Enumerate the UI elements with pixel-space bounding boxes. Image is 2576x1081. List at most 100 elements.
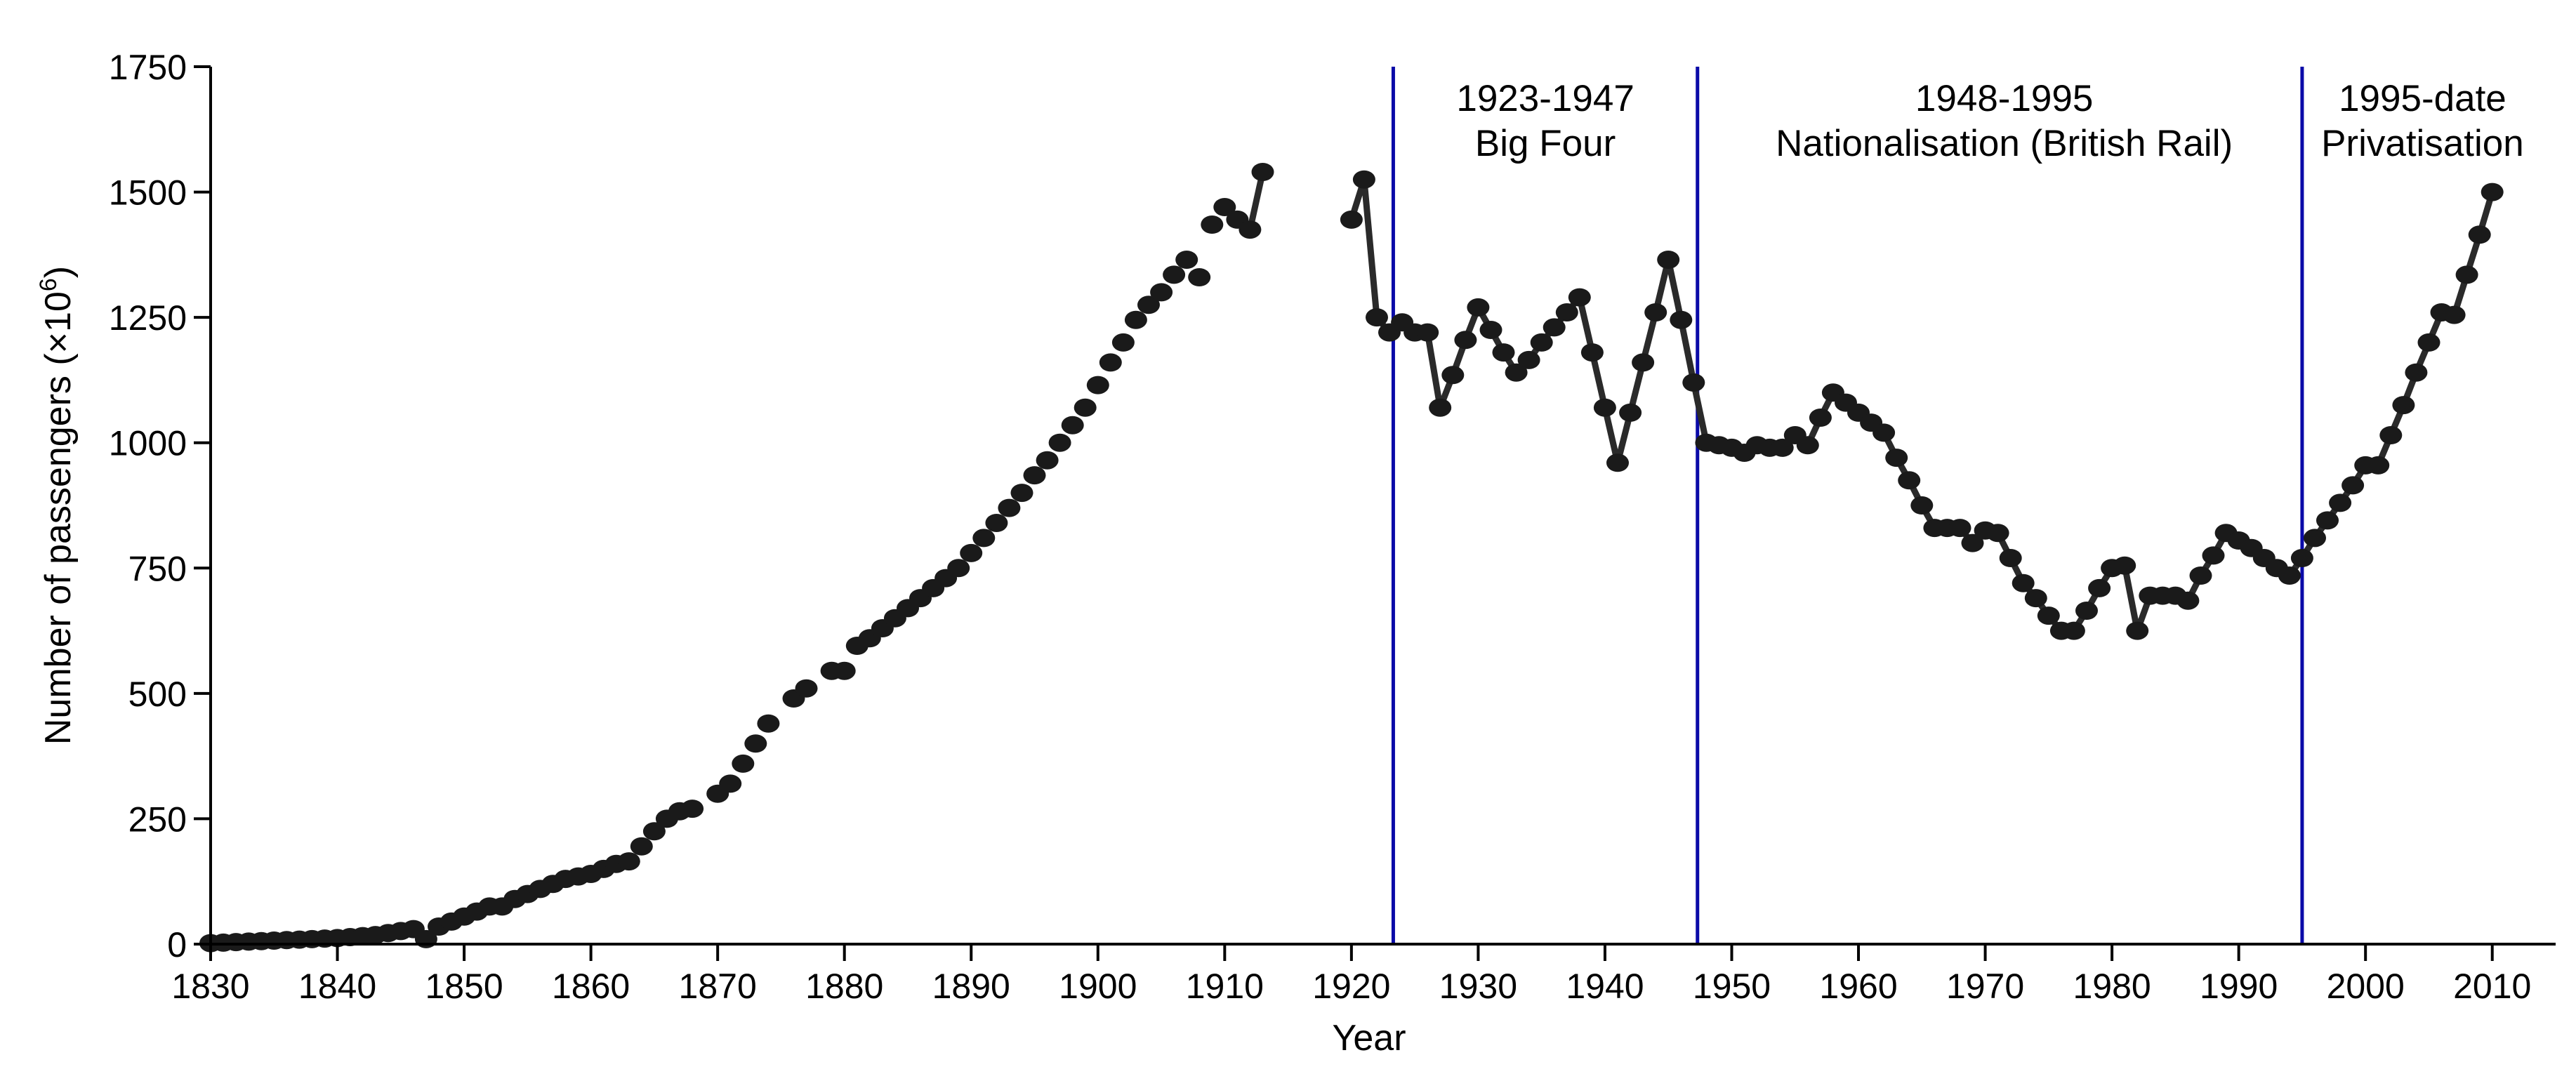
data-point-1906	[1163, 265, 1186, 284]
x-tick-label-1930: 1930	[1439, 967, 1517, 1006]
data-point-2001	[2367, 456, 2390, 475]
era-label-name-2: Privatisation	[2321, 123, 2524, 164]
data-point-2010	[2481, 183, 2504, 201]
y-ticks: 0 250 500 750 1000 1250 1500 1750	[109, 48, 211, 964]
data-point-1965	[1910, 496, 1934, 515]
data-point-1996	[2304, 529, 2326, 548]
data-point-2002	[2379, 426, 2403, 444]
x-tick-label-1830: 1830	[171, 967, 249, 1006]
data-point-1973	[2012, 573, 2035, 592]
data-point-1986	[2177, 591, 2200, 610]
data-point-1907	[1175, 251, 1198, 269]
y-tick-label-1500: 1500	[109, 173, 187, 213]
x-tick-label-1850: 1850	[425, 967, 503, 1006]
x-tick-label-1970: 1970	[1946, 967, 2024, 1006]
data-point-1928	[1441, 366, 1465, 385]
era-lines	[1391, 67, 2304, 944]
data-point-1864	[630, 837, 653, 856]
data-point-1920	[1340, 210, 1363, 229]
data-point-1938	[1568, 288, 1591, 307]
x-tick-label-1990: 1990	[2200, 967, 2278, 1006]
y-tick-label-1750: 1750	[109, 48, 187, 87]
data-point-1894	[1010, 484, 1033, 503]
data-point-1929	[1454, 331, 1477, 350]
data-point-1937	[1555, 303, 1578, 321]
data-point-1943	[1632, 353, 1655, 372]
data-point-1902	[1111, 333, 1135, 352]
data-point-1900	[1086, 376, 1109, 394]
x-tick-label-1890: 1890	[932, 967, 1010, 1006]
x-tick-label-1960: 1960	[1819, 967, 1897, 1006]
data-point-1904	[1137, 296, 1160, 314]
data-point-1972	[1999, 549, 2022, 567]
data-point-1930	[1467, 298, 1490, 317]
data-point-1997	[2316, 511, 2339, 530]
y-tick-label-250: 250	[128, 800, 187, 839]
data-point-1890	[960, 543, 983, 562]
data-point-1898	[1061, 416, 1084, 435]
y-axis-title-superscript: 6	[35, 278, 62, 291]
data-point-1932	[1492, 343, 1515, 362]
x-axis-title: Year	[1332, 1018, 1406, 1059]
data-point-1978	[2075, 602, 2098, 620]
data-point-2003	[2392, 396, 2415, 415]
data-point-2009	[2468, 225, 2491, 244]
era-label-years-0: 1923-1947	[1456, 78, 1634, 119]
data-point-1999	[2341, 476, 2365, 495]
data-point-1946	[1670, 310, 1693, 329]
data-point-1964	[1898, 471, 1921, 490]
data-point-1927	[1429, 398, 1452, 417]
era-label-years-1: 1948-1995	[1915, 78, 2093, 119]
data-point-1987	[2189, 566, 2212, 585]
data-point-1922	[1366, 308, 1388, 327]
data-point-1945	[1657, 251, 1680, 269]
data-point-1979	[2088, 578, 2111, 597]
data-point-1935	[1530, 333, 1553, 352]
data-point-1893	[998, 498, 1021, 517]
x-tick-label-1880: 1880	[805, 967, 883, 1006]
data-point-1971	[1986, 524, 2009, 543]
data-point-1975	[2037, 606, 2060, 625]
data-point-1908	[1188, 268, 1211, 286]
x-tick-label-2000: 2000	[2327, 967, 2405, 1006]
data-point-1891	[972, 529, 996, 548]
y-tick-label-1000: 1000	[109, 424, 187, 463]
data-point-2007	[2443, 305, 2466, 324]
data-point-2005	[2417, 333, 2440, 352]
data-point-1873	[744, 734, 767, 753]
data-point-1912	[1239, 220, 1262, 239]
x-tick-label-1980: 1980	[2073, 967, 2151, 1006]
y-tick-label-0: 0	[167, 925, 187, 964]
data-point-1880	[833, 661, 856, 680]
era-label-name-0: Big Four	[1475, 123, 1616, 164]
data-point-1895	[1023, 466, 1046, 485]
x-tick-label-1950: 1950	[1693, 967, 1771, 1006]
data-point-1871	[719, 774, 742, 793]
data-point-1939	[1580, 343, 1604, 362]
data-point-1936	[1543, 318, 1566, 337]
data-point-1942	[1619, 403, 1642, 422]
x-tick-label-1900: 1900	[1059, 967, 1137, 1006]
x-tick-label-1910: 1910	[1186, 967, 1264, 1006]
data-point-1934	[1517, 350, 1540, 369]
data-point-1896	[1036, 451, 1059, 470]
data-series	[199, 163, 2504, 953]
data-point-1910	[1213, 198, 1236, 216]
data-point-1947	[1682, 373, 1705, 392]
data-point-1863	[617, 852, 640, 871]
data-point-1956	[1796, 436, 1819, 455]
data-point-1865	[642, 822, 666, 841]
data-point-1877	[795, 679, 818, 698]
data-point-1899	[1074, 398, 1097, 417]
data-point-1944	[1644, 303, 1667, 321]
data-point-1903	[1124, 310, 1147, 329]
data-point-1969	[1961, 533, 1984, 552]
data-point-1940	[1593, 398, 1616, 417]
series-line-segment-2	[1348, 176, 2496, 635]
data-point-1981	[2113, 556, 2136, 575]
data-point-1954	[1771, 438, 1794, 457]
data-point-1897	[1048, 433, 1071, 452]
data-point-1905	[1150, 283, 1173, 302]
y-axis-title-suffix: )	[38, 266, 79, 278]
